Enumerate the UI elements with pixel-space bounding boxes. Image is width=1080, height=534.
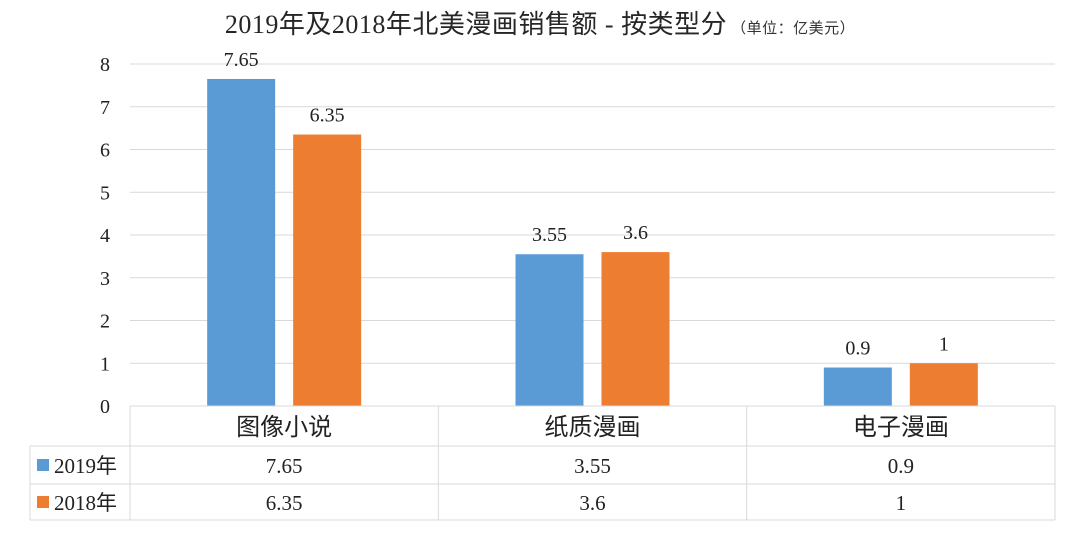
bar-2018-1: [601, 252, 670, 406]
bars: [207, 78, 978, 407]
table-cell: 1: [896, 491, 907, 515]
data-label: 6.35: [310, 105, 345, 127]
y-tick-label: 1: [100, 353, 110, 375]
legend-label: 2018年: [54, 491, 117, 515]
data-label: 7.65: [224, 49, 259, 71]
data-label: 0.9: [845, 338, 870, 360]
y-tick-label: 6: [100, 140, 110, 162]
data-label: 3.6: [623, 222, 648, 244]
bar-2019-1: [515, 254, 584, 406]
chart-title-main: 2019年及2018年北美漫画销售额 - 按类型分: [224, 10, 728, 39]
data-table: 图像小说 纸质漫画 电子漫画 2019年 7.65 3.55 0.9 2018年 6.35 3.6…: [29, 405, 1056, 521]
y-tick-label: 5: [100, 182, 110, 204]
y-tick-label: 3: [100, 268, 110, 290]
table-cell: 0.9: [888, 454, 914, 478]
data-label: 1: [939, 333, 949, 355]
chart-title-unit: （单位：亿美元）: [731, 21, 856, 37]
legend-swatch: [37, 496, 49, 508]
bar-2018-2: [909, 363, 978, 406]
table-cell: 3.55: [574, 454, 611, 478]
y-axis-labels: 0 1 2 3 4 5 6 7 8: [100, 54, 110, 418]
category-label: 图像小说: [236, 414, 332, 441]
chart-title: 2019年及2018年北美漫画销售额 - 按类型分 （单位：亿美元）: [0, 4, 1080, 41]
y-tick-label: 7: [100, 97, 110, 119]
legend-label: 2019年: [54, 454, 117, 478]
category-label: 电子漫画: [853, 414, 949, 441]
y-tick-label: 4: [100, 225, 110, 247]
table-cell: 7.65: [266, 454, 303, 478]
category-label: 纸质漫画: [545, 414, 641, 441]
bar-2019-0: [207, 78, 276, 407]
bar-2018-0: [293, 134, 362, 406]
y-tick-label: 0: [100, 396, 110, 418]
legend-swatch: [37, 459, 49, 471]
data-label: 3.55: [532, 224, 567, 246]
y-tick-label: 8: [100, 54, 110, 76]
y-tick-label: 2: [100, 311, 110, 333]
bar-2019-2: [823, 367, 892, 406]
table-cell: 3.6: [579, 491, 605, 515]
data-labels: 7.65 3.55 0.9 6.35 3.6 1: [224, 49, 949, 360]
table-cell: 6.35: [266, 491, 303, 515]
